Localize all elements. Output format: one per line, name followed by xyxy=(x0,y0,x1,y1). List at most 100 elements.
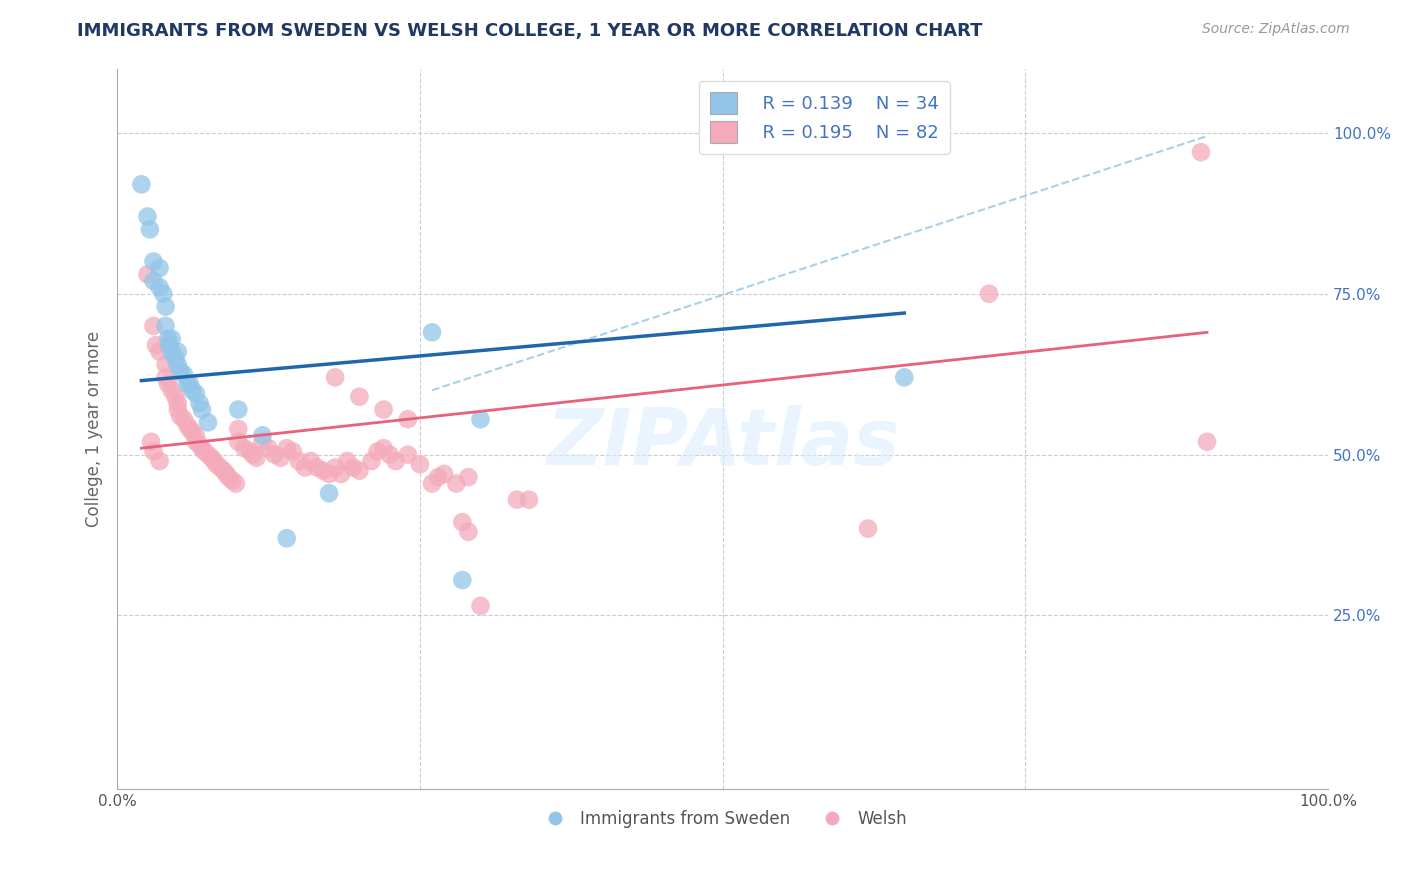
Y-axis label: College, 1 year or more: College, 1 year or more xyxy=(86,331,103,527)
Point xyxy=(155,358,177,372)
Point xyxy=(288,454,311,468)
Point xyxy=(148,260,170,275)
Point xyxy=(242,448,264,462)
Point xyxy=(184,428,207,442)
Point xyxy=(856,522,879,536)
Point xyxy=(276,531,298,545)
Point xyxy=(165,351,187,365)
Point xyxy=(446,476,468,491)
Point xyxy=(145,338,167,352)
Point xyxy=(294,460,316,475)
Point xyxy=(136,210,159,224)
Point xyxy=(176,376,198,391)
Point xyxy=(384,454,406,468)
Point xyxy=(396,448,419,462)
Point xyxy=(977,286,1000,301)
Point xyxy=(176,418,198,433)
Point xyxy=(157,332,180,346)
Point xyxy=(233,441,256,455)
Point xyxy=(218,470,240,484)
Point xyxy=(1195,434,1218,449)
Point xyxy=(139,222,162,236)
Point xyxy=(281,444,304,458)
Point xyxy=(191,402,214,417)
Point xyxy=(179,376,201,391)
Text: ZIPAtlas: ZIPAtlas xyxy=(546,405,900,482)
Point xyxy=(173,412,195,426)
Point xyxy=(517,492,540,507)
Text: Source: ZipAtlas.com: Source: ZipAtlas.com xyxy=(1202,22,1350,37)
Point xyxy=(373,402,395,417)
Legend: Immigrants from Sweden, Welsh: Immigrants from Sweden, Welsh xyxy=(531,804,914,835)
Point xyxy=(396,412,419,426)
Point xyxy=(169,409,191,423)
Point xyxy=(378,448,401,462)
Point xyxy=(136,268,159,282)
Point xyxy=(451,573,474,587)
Point xyxy=(160,384,183,398)
Point xyxy=(470,412,492,426)
Point xyxy=(263,448,285,462)
Point xyxy=(152,286,174,301)
Point xyxy=(270,450,292,465)
Point xyxy=(173,367,195,381)
Point xyxy=(148,454,170,468)
Point xyxy=(148,344,170,359)
Point xyxy=(349,390,371,404)
Point xyxy=(457,470,479,484)
Point xyxy=(349,464,371,478)
Point xyxy=(169,364,191,378)
Point xyxy=(239,444,262,458)
Point xyxy=(197,448,219,462)
Point xyxy=(139,434,162,449)
Point xyxy=(257,441,280,455)
Point xyxy=(420,476,443,491)
Point xyxy=(342,460,364,475)
Point xyxy=(131,178,153,192)
Point xyxy=(373,441,395,455)
Point xyxy=(184,386,207,401)
Point xyxy=(457,524,479,539)
Text: IMMIGRANTS FROM SWEDEN VS WELSH COLLEGE, 1 YEAR OR MORE CORRELATION CHART: IMMIGRANTS FROM SWEDEN VS WELSH COLLEGE,… xyxy=(77,22,983,40)
Point xyxy=(367,444,389,458)
Point xyxy=(166,396,188,410)
Point xyxy=(201,450,224,465)
Point xyxy=(202,454,225,468)
Point xyxy=(312,464,335,478)
Point xyxy=(299,454,322,468)
Point xyxy=(470,599,492,613)
Point xyxy=(225,476,247,491)
Point xyxy=(193,444,215,458)
Point xyxy=(142,254,165,268)
Point xyxy=(155,318,177,333)
Point xyxy=(893,370,915,384)
Point xyxy=(160,344,183,359)
Point xyxy=(205,457,228,471)
Point xyxy=(166,358,188,372)
Point xyxy=(197,416,219,430)
Point xyxy=(165,390,187,404)
Point xyxy=(451,515,474,529)
Point xyxy=(305,460,328,475)
Point xyxy=(276,441,298,455)
Point xyxy=(245,450,267,465)
Point xyxy=(221,474,243,488)
Point xyxy=(157,338,180,352)
Point xyxy=(433,467,456,481)
Point xyxy=(226,402,249,417)
Point xyxy=(226,434,249,449)
Point xyxy=(188,438,211,452)
Point xyxy=(155,370,177,384)
Point xyxy=(188,396,211,410)
Point xyxy=(142,444,165,458)
Point xyxy=(142,318,165,333)
Point xyxy=(155,300,177,314)
Point xyxy=(330,467,353,481)
Point xyxy=(336,454,359,468)
Point xyxy=(209,460,232,475)
Point xyxy=(142,274,165,288)
Point xyxy=(427,470,450,484)
Point xyxy=(252,428,274,442)
Point xyxy=(157,376,180,391)
Point xyxy=(360,454,382,468)
